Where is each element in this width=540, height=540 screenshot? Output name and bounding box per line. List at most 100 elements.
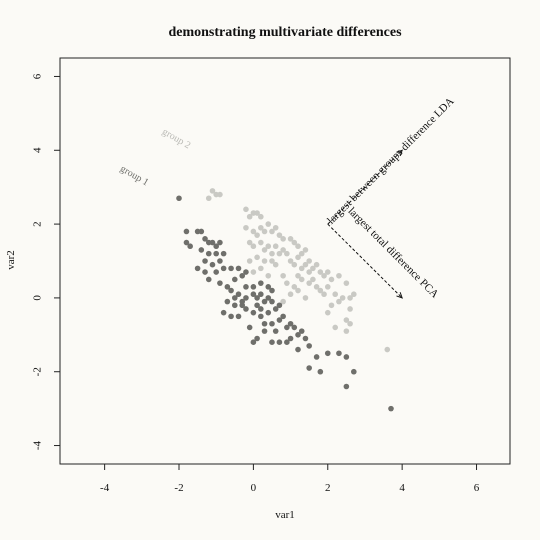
group-1-point: [258, 306, 264, 312]
y-tick-label: -2: [32, 367, 44, 376]
x-tick-label: 4: [399, 482, 405, 494]
group-1-point: [280, 313, 286, 320]
x-tick-label: -2: [174, 482, 183, 494]
group-2-point: [347, 306, 353, 312]
group-1-point: [239, 272, 246, 279]
group-2-point: [302, 247, 309, 253]
group-1-point: [217, 239, 223, 246]
group-1-point: [231, 295, 238, 301]
group-1-point: [261, 328, 268, 334]
group-1-point: [317, 368, 324, 375]
group-2-point: [209, 188, 216, 194]
group-1-point: [265, 295, 272, 301]
group-2-point: [317, 287, 324, 294]
group-1-point: [254, 295, 260, 301]
group-2-point: [284, 250, 290, 257]
x-tick-label: 0: [251, 482, 257, 494]
plot-frame: [59, 57, 511, 465]
group-2-point: [313, 261, 320, 268]
group-2-point: [269, 250, 275, 257]
group-1-point: [228, 313, 234, 320]
group-2-point: [246, 213, 253, 220]
group-1-point: [183, 239, 190, 246]
group-1-point: [243, 306, 249, 312]
group-1-point: [243, 295, 249, 301]
group-2-point: [291, 261, 298, 268]
group-2-point: [351, 291, 357, 298]
group-1-point: [254, 302, 260, 309]
group-1-point: [224, 284, 231, 290]
x-axis: -4 -2 0 2 4 6: [100, 464, 480, 494]
group-1-point: [336, 350, 342, 357]
group-2-point: [298, 265, 305, 272]
group-1-point: [324, 350, 331, 357]
group-2-point: [246, 239, 253, 246]
group-2-point: [272, 243, 279, 250]
group-2-point: [321, 272, 327, 279]
group-2-point: [339, 295, 346, 301]
group-2-point: [280, 247, 286, 253]
group-1-point: [220, 250, 227, 257]
group-1-point: [205, 250, 212, 257]
group-1-point: [250, 291, 257, 298]
group-1-point: [388, 405, 394, 412]
x-tick-label: -4: [100, 482, 110, 494]
group-2-point: [306, 269, 312, 275]
group-1-point: [187, 243, 193, 250]
group-1-point: [209, 261, 216, 268]
group-1-point: [343, 354, 350, 360]
group-2-point: [243, 206, 249, 213]
group-2-point: [332, 324, 339, 331]
group-2-point: [313, 284, 320, 290]
group-2-point: [261, 258, 268, 264]
group-2-point: [265, 272, 272, 279]
group-1-point: [302, 335, 309, 342]
group-1-point: [295, 332, 301, 338]
group-1-point: [176, 195, 182, 202]
lda-arrow-line: [327, 149, 403, 225]
group-2-point: [295, 254, 301, 261]
group-2-point: [336, 298, 342, 305]
group-2-point: [295, 243, 301, 250]
group-1-point: [254, 335, 260, 342]
group-1-point: [287, 335, 294, 342]
x-axis-label: var1: [275, 509, 295, 521]
group-1-point: [224, 298, 231, 305]
group-2-point: [291, 284, 298, 290]
y-tick-label: 2: [32, 221, 44, 227]
group-1-point: [276, 302, 283, 309]
group-1-point: [269, 320, 275, 327]
group-1-point: [276, 317, 283, 323]
group-1-point: [313, 354, 320, 360]
group-1-point: [276, 339, 283, 346]
group-2-point: [302, 261, 309, 268]
group-1-point: [291, 324, 298, 331]
group-1-point: [287, 320, 294, 327]
group-2-point: [317, 269, 324, 275]
group-2-point: [310, 276, 316, 283]
group-2-point: [258, 265, 264, 272]
group-1-point: [265, 309, 272, 316]
group-2-point: [280, 298, 286, 305]
group-2-point: [265, 221, 272, 227]
group-1-point: [198, 247, 205, 253]
group-2-point: [261, 247, 268, 253]
group-2-point: [254, 254, 260, 261]
group-2-point: [287, 258, 294, 264]
group-2-point: [347, 320, 353, 327]
group-2-point: [328, 276, 335, 283]
group-1-point: [265, 284, 272, 290]
group-1-point: [284, 324, 290, 331]
group-1-point: [235, 313, 242, 320]
group-2-point: [347, 295, 353, 301]
group-1-point: [258, 291, 264, 298]
group-2-point: [287, 291, 294, 298]
group-2-point: [336, 272, 342, 279]
group-1-point: [261, 320, 268, 327]
group-1-point: [243, 269, 249, 275]
group-2-point: [298, 276, 305, 283]
group-2-point: [291, 239, 298, 246]
pca-arrow-line: [327, 223, 403, 299]
group-1-point: [250, 309, 257, 316]
group-2-point: [306, 258, 312, 264]
